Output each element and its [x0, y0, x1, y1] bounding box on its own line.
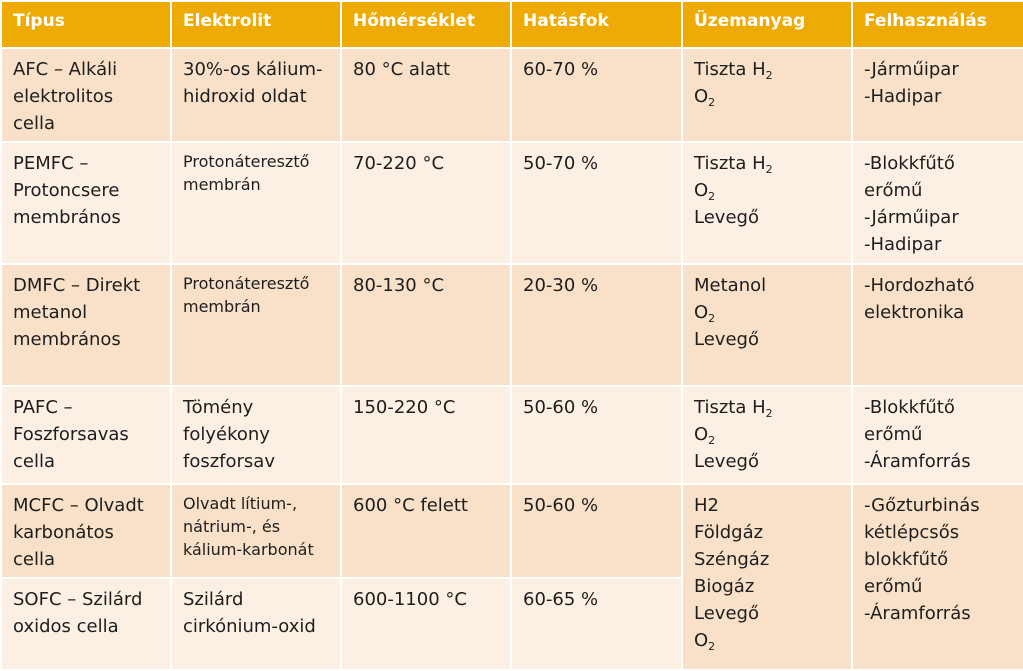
cell-tipus: DMFC – Direkt metanol membrános [0, 263, 172, 387]
cell-homerseklet: 80-130 °C [340, 263, 512, 387]
header-tipus: Típus [0, 0, 172, 49]
cell-hatasfok: 20-30 % [510, 263, 683, 387]
cell-elektrolit: Szilárd cirkónium-oxid [170, 577, 342, 671]
table-row: SOFC – Szilárd oxidos cella Szilárd cirk… [0, 577, 1023, 671]
header-elektrolit: Elektrolit [170, 0, 342, 49]
cell-hatasfok: 60-70 % [510, 47, 683, 143]
cell-felhasznalas: -Járműipar -Hadipar [851, 47, 1023, 143]
cell-homerseklet: 600-1100 °C [340, 577, 512, 671]
cell-elektrolit: 30%-os kálium- hidroxid oldat [170, 47, 342, 143]
cell-tipus: AFC – Alkáli elektrolitos cella [0, 47, 172, 143]
cell-felhasznalas: -Blokkfűtő erőmű -Áramforrás [851, 385, 1023, 485]
header-uzemanyag: Üzemanyag [681, 0, 853, 49]
cell-tipus: PAFC – Foszforsavas cella [0, 385, 172, 485]
cell-elektrolit: Tömény folyékony foszforsav [170, 385, 342, 485]
cell-homerseklet: 150-220 °C [340, 385, 512, 485]
cell-felhasznalas: -Blokkfűtő erőmű -Járműipar -Hadipar [851, 141, 1023, 265]
cell-tipus: SOFC – Szilárd oxidos cella [0, 577, 172, 671]
cell-homerseklet: 70-220 °C [340, 141, 512, 265]
cell-uzemanyag: Tiszta H2 O2 Levegő [681, 385, 853, 485]
header-homerseklet: Hőmérséklet [340, 0, 512, 49]
cell-tipus: PEMFC – Protoncsere membrános [0, 141, 172, 265]
cell-felhasznalas: -Hordozható elektronika [851, 263, 1023, 387]
cell-felhasznalas-shared: -Gőzturbinás kétlépcsős blokkfűtő erőmű … [851, 483, 1023, 671]
header-hatasfok: Hatásfok [510, 0, 683, 49]
table-row: MCFC – Olvadt karbonátos cella Olvadt lí… [0, 483, 1023, 671]
cell-elektrolit: Protonáteresztő membrán [170, 141, 342, 265]
header-row: Típus Elektrolit Hőmérséklet Hatásfok Üz… [0, 0, 1023, 49]
cell-homerseklet: 600 °C felett [340, 483, 512, 579]
cell-uzemanyag: Tiszta H2 O2 [681, 47, 853, 143]
table-row: DMFC – Direkt metanol membrános Protonát… [0, 263, 1023, 387]
cell-hatasfok: 50-60 % [510, 385, 683, 485]
cell-tipus: MCFC – Olvadt karbonátos cella [0, 483, 172, 579]
cell-uzemanyag: Tiszta H2 O2 Levegő [681, 141, 853, 265]
cell-hatasfok: 60-65 % [510, 577, 683, 671]
cell-uzemanyag: Metanol O2 Levegő [681, 263, 853, 387]
table-row: AFC – Alkáli elektrolitos cella 30%-os k… [0, 47, 1023, 143]
cell-uzemanyag-shared: H2 Földgáz Széngáz Biogáz Levegő O2 [681, 483, 853, 671]
table-row: PEMFC – Protoncsere membrános Protonáter… [0, 141, 1023, 265]
header-felhasznalas: Felhasználás [851, 0, 1023, 49]
cell-hatasfok: 50-60 % [510, 483, 683, 579]
cell-hatasfok: 50-70 % [510, 141, 683, 265]
cell-homerseklet: 80 °C alatt [340, 47, 512, 143]
table-row: PAFC – Foszforsavas cella Tömény folyéko… [0, 385, 1023, 485]
cell-elektrolit: Protonáteresztő membrán [170, 263, 342, 387]
cell-elektrolit: Olvadt lítium-, nátrium-, és kálium-karb… [170, 483, 342, 579]
